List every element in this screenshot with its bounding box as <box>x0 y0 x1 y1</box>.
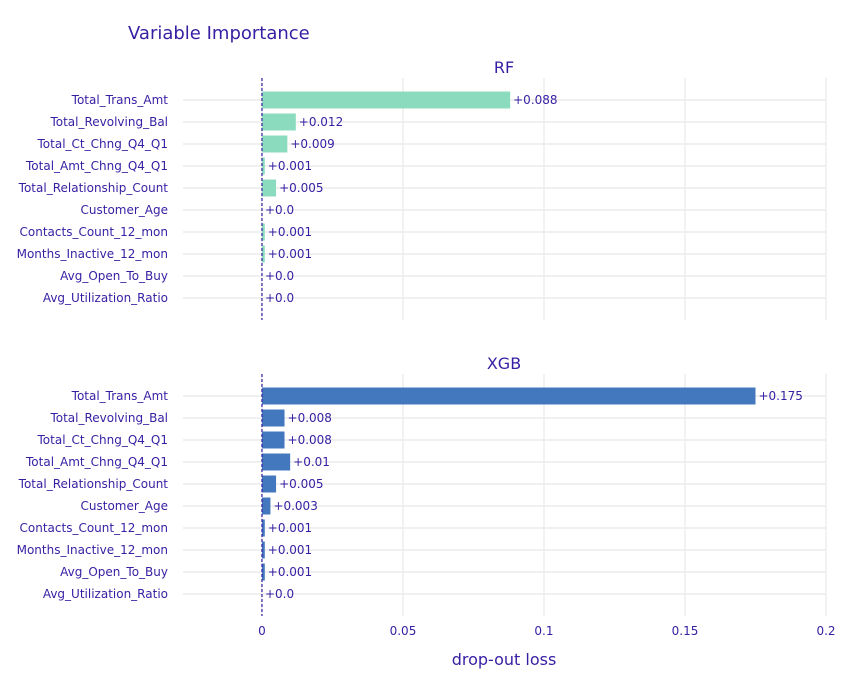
bar-xgb-0 <box>261 387 756 405</box>
bar-rf-2 <box>261 135 288 153</box>
category-label: Avg_Utilization_Ratio <box>43 291 168 305</box>
category-label: Total_Ct_Chng_Q4_Q1 <box>37 433 168 447</box>
value-label: +0.005 <box>279 181 323 195</box>
bar-xgb-3 <box>261 453 291 471</box>
value-label: +0.001 <box>268 225 312 239</box>
panel-xgb: XGB Total_Trans_Amt +0.175 Total_Revolving_… <box>17 354 827 616</box>
category-label: Contacts_Count_12_mon <box>20 521 168 535</box>
panel-title-xgb: XGB <box>487 354 521 373</box>
category-label: Avg_Open_To_Buy <box>60 565 168 579</box>
x-tick-label: 0.15 <box>672 624 699 638</box>
category-label: Total_Trans_Amt <box>71 93 169 107</box>
category-label: Total_Trans_Amt <box>71 389 169 403</box>
value-label: +0.012 <box>299 115 343 129</box>
category-label: Customer_Age <box>81 499 169 513</box>
category-label: Contacts_Count_12_mon <box>20 225 168 239</box>
value-label: +0.009 <box>290 137 334 151</box>
category-label: Avg_Utilization_Ratio <box>43 587 168 601</box>
value-label: +0.0 <box>265 587 294 601</box>
value-label: +0.003 <box>273 499 317 513</box>
category-label: Total_Amt_Chng_Q4_Q1 <box>25 159 168 173</box>
value-label: +0.001 <box>268 521 312 535</box>
panel-rf: RF Total_Trans_Amt +0.088 Total_Revolving_B… <box>17 58 827 320</box>
category-label: Months_Inactive_12_mon <box>17 247 168 261</box>
value-label: +0.0 <box>265 203 294 217</box>
value-label: +0.0 <box>265 291 294 305</box>
category-label: Total_Relationship_Count <box>18 477 169 491</box>
x-tick-label: 0 <box>258 624 266 638</box>
chart-title: Variable Importance <box>128 23 310 44</box>
bar-rf-3 <box>261 157 265 175</box>
bar-rf-0 <box>261 91 511 109</box>
bar-rf-6 <box>261 223 265 241</box>
category-label: Avg_Open_To_Buy <box>60 269 168 283</box>
value-label: +0.001 <box>268 543 312 557</box>
value-label: +0.088 <box>513 93 557 107</box>
bar-rf-4 <box>261 179 277 197</box>
bar-xgb-4 <box>261 475 277 493</box>
x-axis: 0 0.05 0.1 0.15 0.2 <box>258 624 835 638</box>
category-label: Total_Ct_Chng_Q4_Q1 <box>37 137 168 151</box>
value-label: +0.175 <box>758 389 802 403</box>
x-tick-label: 0.2 <box>816 624 835 638</box>
value-label: +0.0 <box>265 269 294 283</box>
panel-title-rf: RF <box>494 58 514 77</box>
bar-xgb-6 <box>261 519 265 537</box>
value-label: +0.008 <box>288 411 332 425</box>
value-label: +0.001 <box>268 247 312 261</box>
bar-xgb-7 <box>261 541 265 559</box>
value-label: +0.008 <box>288 433 332 447</box>
value-label: +0.005 <box>279 477 323 491</box>
category-label: Customer_Age <box>81 203 169 217</box>
bar-xgb-2 <box>261 431 285 449</box>
x-tick-label: 0.05 <box>390 624 417 638</box>
bar-xgb-5 <box>261 497 271 515</box>
bar-rf-1 <box>261 113 296 131</box>
chart-panels: RF Total_Trans_Amt +0.088 Total_Revolving_B… <box>17 58 827 616</box>
x-axis-title: drop-out loss <box>452 650 557 669</box>
value-label: +0.001 <box>268 159 312 173</box>
bar-rf-7 <box>261 245 265 263</box>
bar-xgb-1 <box>261 409 285 427</box>
category-label: Total_Revolving_Bal <box>49 115 168 129</box>
category-label: Total_Amt_Chng_Q4_Q1 <box>25 455 168 469</box>
category-label: Total_Relationship_Count <box>18 181 169 195</box>
value-label: +0.01 <box>293 455 330 469</box>
x-tick-label: 0.1 <box>534 624 553 638</box>
category-label: Total_Revolving_Bal <box>49 411 168 425</box>
category-label: Months_Inactive_12_mon <box>17 543 168 557</box>
bar-xgb-8 <box>261 563 265 581</box>
value-label: +0.001 <box>268 565 312 579</box>
